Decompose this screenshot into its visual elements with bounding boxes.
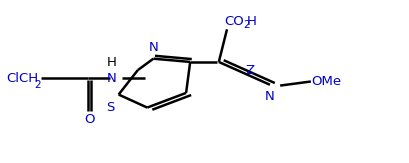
Text: ClCH: ClCH — [6, 72, 38, 85]
Text: N: N — [148, 41, 158, 54]
Text: Z: Z — [245, 64, 254, 77]
Text: CO: CO — [224, 15, 244, 28]
Text: H: H — [247, 15, 256, 28]
Text: S: S — [106, 101, 115, 114]
Text: 2: 2 — [243, 20, 249, 30]
Text: N: N — [107, 72, 117, 85]
Text: H: H — [107, 56, 117, 69]
Text: OMe: OMe — [312, 75, 342, 88]
Text: N: N — [265, 90, 275, 103]
Text: 2: 2 — [34, 80, 40, 90]
Text: O: O — [84, 113, 95, 126]
